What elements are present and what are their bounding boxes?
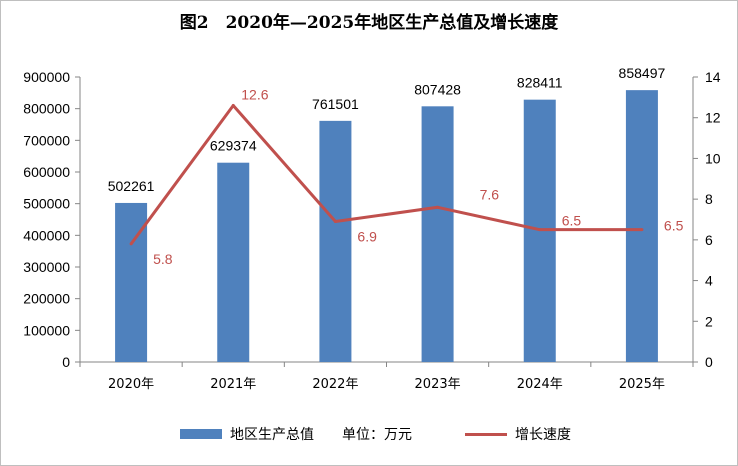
right-tick-label: 14 [705,69,721,85]
right-tick-label: 10 [705,150,721,166]
legend-item-gdp: 地区生产总值 单位：万元 [180,423,412,445]
growth-value-label: 6.5 [562,213,582,229]
x-tick-label: 2021年 [210,377,256,392]
left-tick-label: 800000 [23,101,70,117]
chart-legend: 地区生产总值 单位：万元 增长速度 [0,423,738,445]
x-tick-label: 2024年 [517,377,563,392]
growth-line [129,104,642,245]
legend-item-growth: 增长速度 [465,423,571,445]
bar-gdp [319,120,352,362]
right-tick-label: 8 [705,191,713,207]
left-tick-label: 900000 [23,69,70,85]
left-tick-label: 400000 [23,227,70,243]
growth-value-label: 5.8 [153,251,173,267]
left-tick-label: 600000 [23,164,70,180]
legend-swatch-bar [180,429,222,439]
bar-value-label: 502261 [108,178,155,194]
growth-point [538,228,542,232]
growth-value-label: 7.6 [480,186,500,202]
legend-label-growth: 增长速度 [515,427,571,443]
left-tick-label: 300000 [23,259,70,275]
right-tick-label: 12 [705,110,721,126]
right-tick-label: 0 [705,354,713,370]
x-tick-label: 2020年 [108,377,154,392]
right-tick-label: 2 [705,313,713,329]
legend-label-gdp: 地区生产总值 单位：万元 [230,427,412,443]
growth-point [640,228,644,232]
left-tick-label: 700000 [23,132,70,148]
growth-point [333,220,337,224]
left-tick-label: 200000 [23,291,70,307]
growth-value-label: 6.5 [664,218,684,234]
bar-value-label: 807428 [414,81,461,97]
bar-value-label: 761501 [312,96,359,112]
bar-value-label: 858497 [619,65,666,81]
left-tick-label: 0 [62,354,70,370]
left-tick-label: 500000 [23,196,70,212]
growth-value-label: 12.6 [241,87,268,103]
growth-value-label: 6.9 [357,229,377,245]
bar-value-label: 828411 [517,75,563,91]
right-tick-label: 4 [705,273,713,289]
chart-title: 图2 2020年—2025年地区生产总值及增长速度 [179,13,559,33]
bar-gdp [421,106,454,362]
left-tick-label: 100000 [23,322,70,338]
x-tick-label: 2025年 [619,377,665,392]
growth-point [231,104,235,107]
bar-gdp [217,162,250,362]
bar-value-label: 629374 [210,138,257,154]
x-tick-label: 2022年 [312,377,358,392]
growth-point [436,205,440,209]
growth-point [129,242,133,246]
bar-gdp [625,90,658,363]
right-tick-label: 6 [705,232,713,248]
x-tick-label: 2023年 [415,377,461,392]
legend-swatch-line [465,432,507,436]
